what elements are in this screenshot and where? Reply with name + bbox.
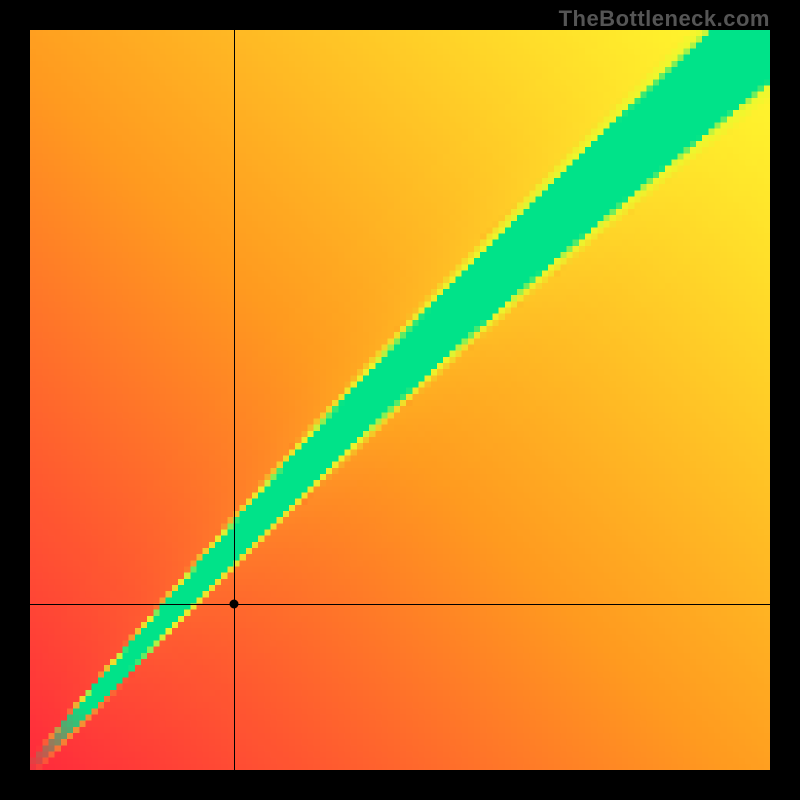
- chart-container: TheBottleneck.com: [0, 0, 800, 800]
- plot-area: [30, 30, 770, 770]
- crosshair-point: [229, 599, 238, 608]
- crosshair-horizontal: [30, 604, 770, 605]
- watermark-text: TheBottleneck.com: [559, 6, 770, 32]
- crosshair-vertical: [234, 30, 235, 770]
- heatmap-canvas: [30, 30, 770, 770]
